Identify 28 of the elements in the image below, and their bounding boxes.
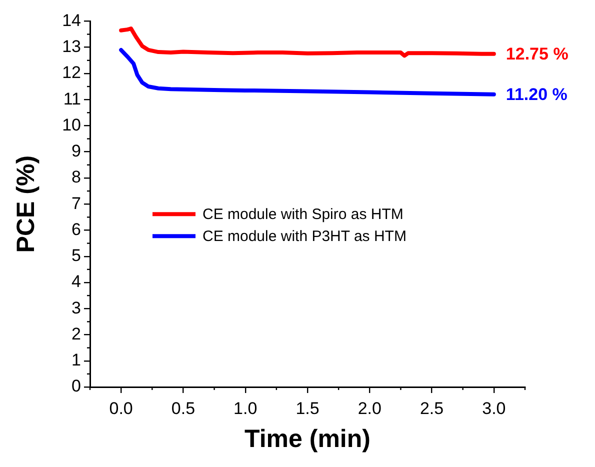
x-tick-label: 2.0 — [358, 398, 382, 418]
legend-label: CE module with Spiro as HTM — [202, 206, 404, 224]
y-tick-label: 7 — [72, 194, 81, 213]
y-tick-label: 11 — [63, 89, 81, 108]
x-tick-label: 2.5 — [420, 398, 444, 418]
legend-label: CE module with P3HT as HTM — [202, 228, 406, 246]
x-tick-label: 1.5 — [296, 398, 320, 418]
y-tick-label: 12 — [62, 63, 81, 82]
x-tick-label: 0.5 — [171, 398, 196, 418]
y-tick-label: 1 — [72, 350, 81, 370]
x-tick-label: 3.0 — [482, 398, 506, 418]
x-tick-label: 0.0 — [109, 398, 133, 418]
y-axis-title: PCE (%) — [12, 155, 40, 253]
y-tick-label: 14 — [62, 10, 81, 30]
annotation: 12.75 % — [506, 44, 568, 64]
y-tick-label: 10 — [62, 115, 81, 134]
y-tick-label: 3 — [72, 298, 81, 318]
y-tick-label: 5 — [72, 246, 81, 266]
y-tick-label: 0 — [72, 376, 81, 396]
x-axis-title: Time (min) — [244, 424, 370, 453]
y-tick-label: 2 — [72, 324, 81, 344]
y-tick-label: 6 — [72, 220, 81, 239]
annotation: 11.20 % — [506, 85, 568, 104]
y-tick-label: 13 — [62, 37, 81, 56]
y-tick-label: 4 — [72, 272, 81, 292]
x-tick-label: 1.0 — [234, 398, 258, 418]
y-tick-label: 8 — [72, 168, 81, 187]
y-tick-label: 9 — [72, 142, 81, 161]
